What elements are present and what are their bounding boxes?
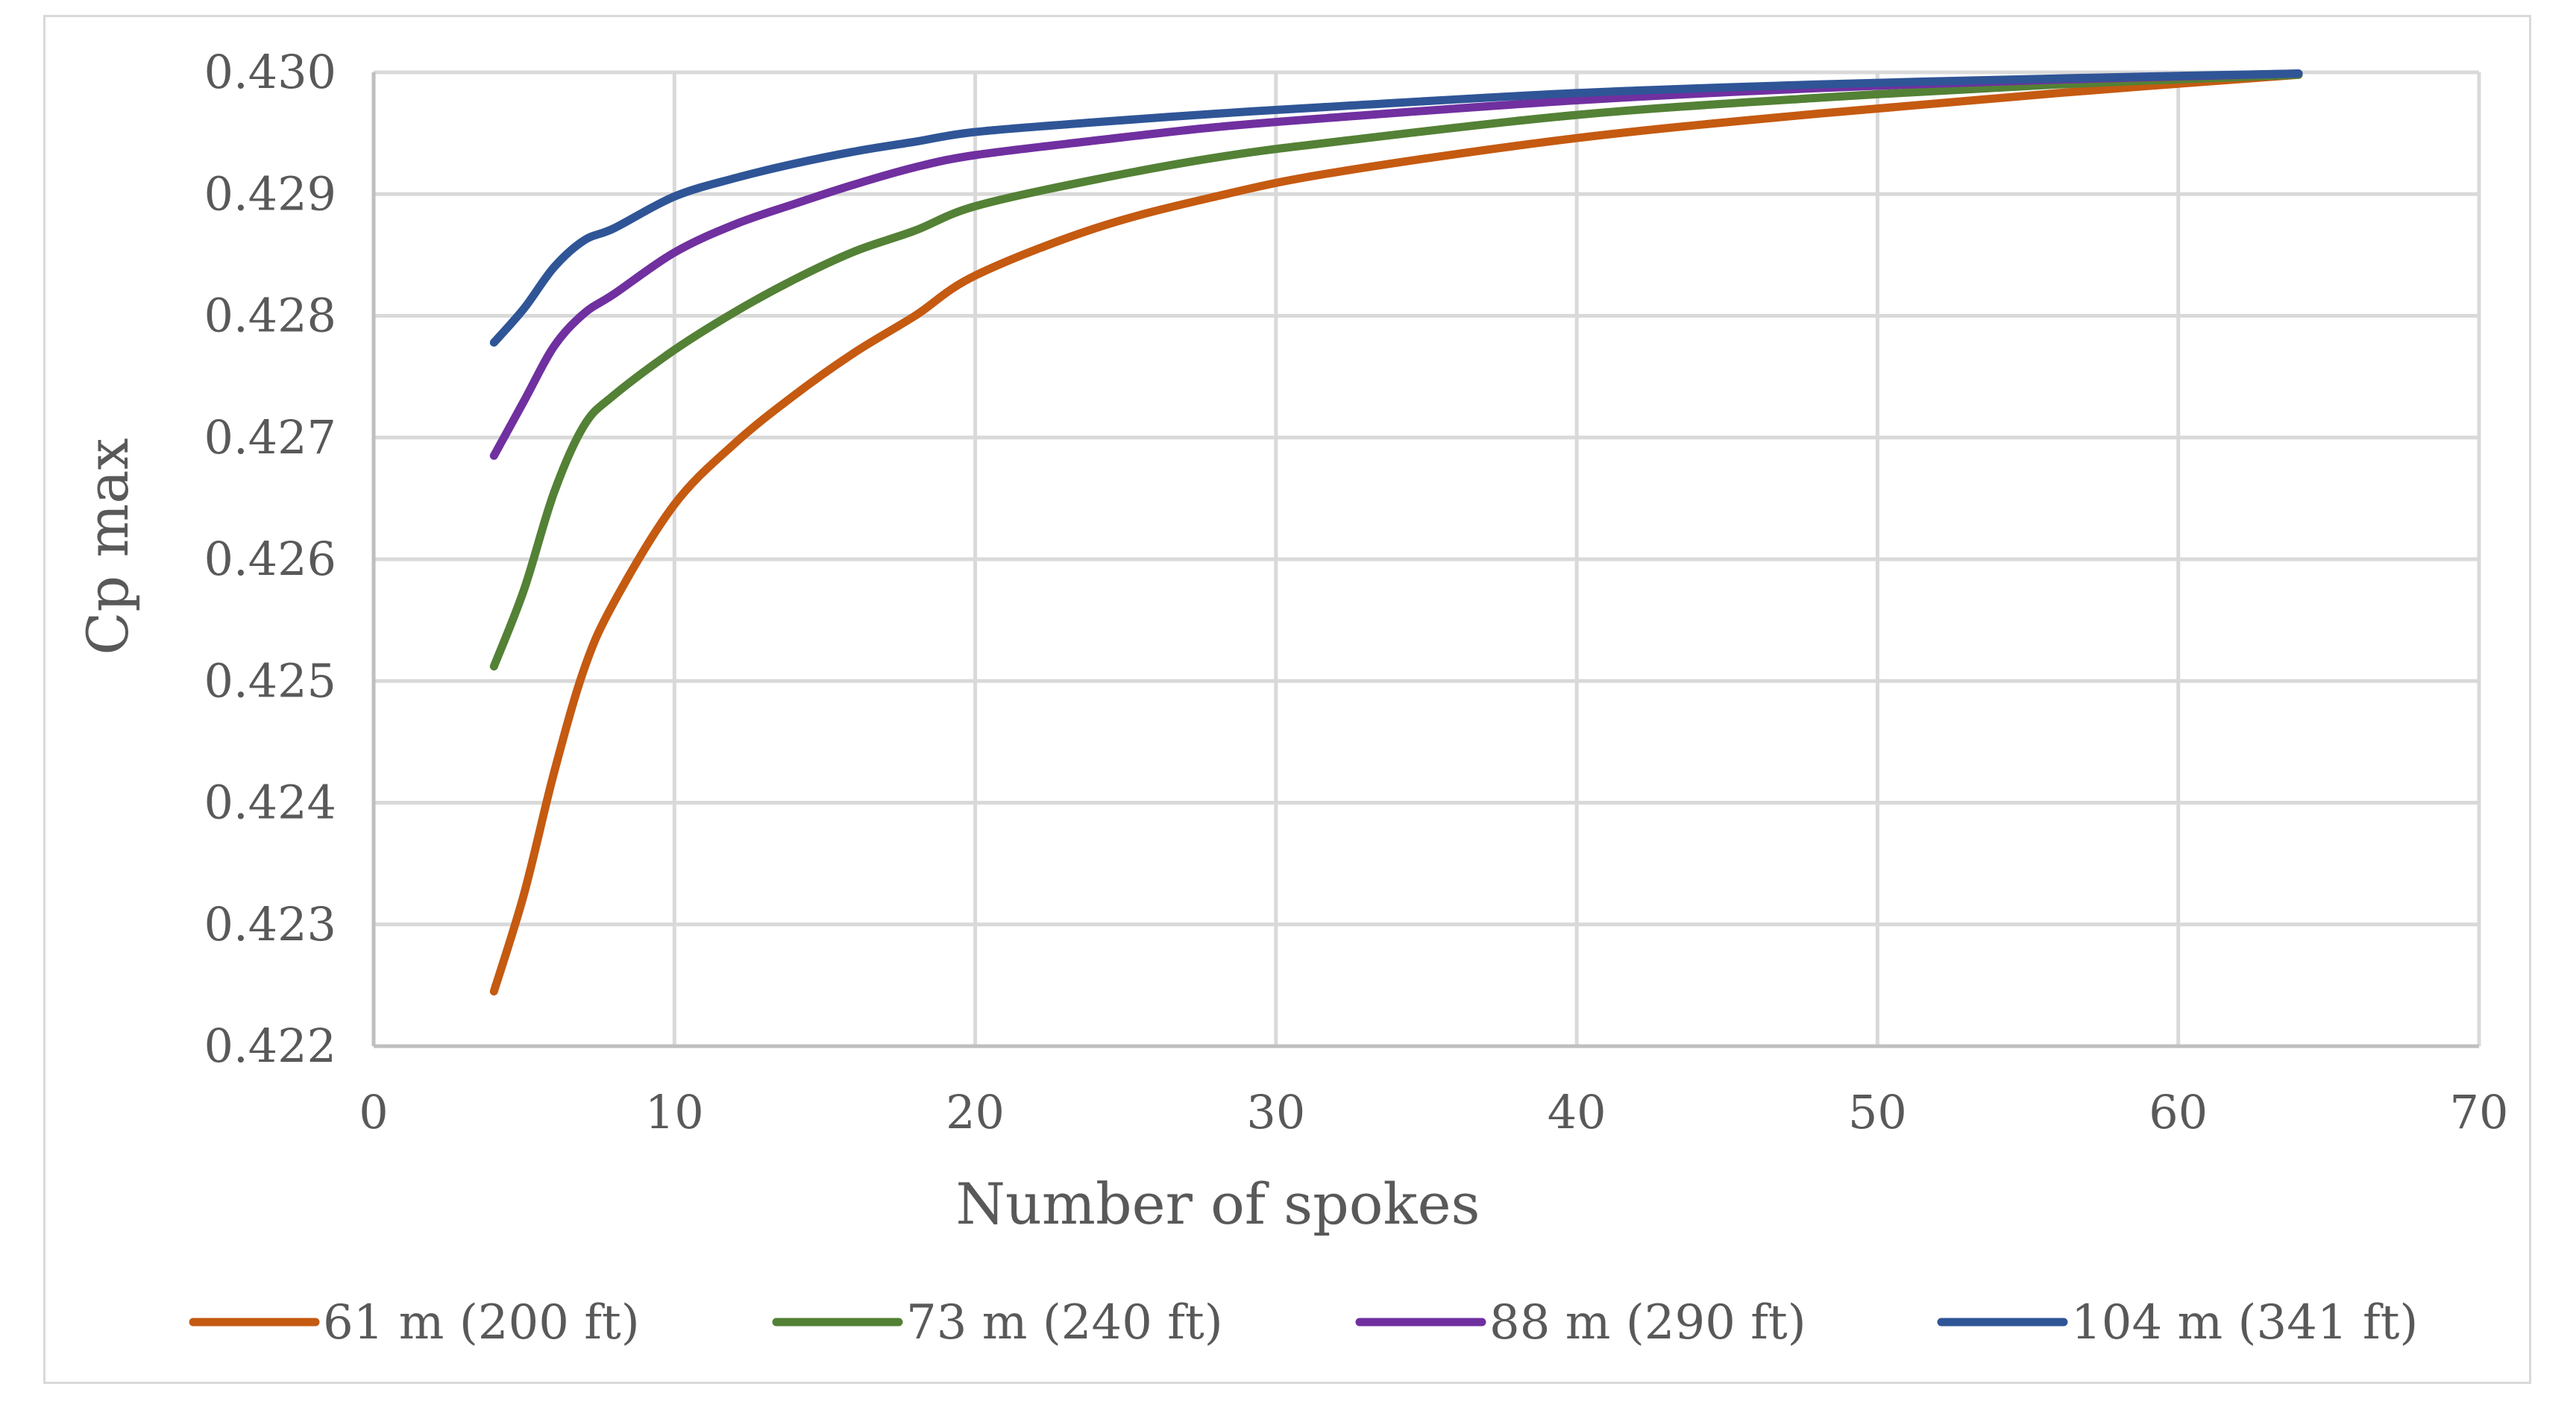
tick-labels: 0.422 0.423 0.424 0.425 0.426 0.427 0.428 0.429… [204,45,2509,1139]
legend: 61 m (200 ft) 73 m (240 ft) 88 m (290 ft) 1… [189,1295,2418,1350]
gridlines [374,70,2481,1046]
x-tick-label: 10 [645,1085,704,1139]
line-chart: 0.422 0.423 0.424 0.425 0.426 0.427 0.428 0.429… [75,45,2509,1350]
legend-label: 104 m (341 ft) [2071,1295,2418,1350]
axes [371,72,2479,1048]
series-line-2 [489,70,2303,671]
x-axis-title: Number of spokes [955,1171,1480,1237]
legend-label: 88 m (290 ft) [1489,1295,1806,1350]
x-tick-label: 20 [946,1085,1005,1139]
x-tick-label: 0 [359,1085,388,1139]
y-tick-label: 0.422 [204,1019,337,1073]
y-tick-label: 0.427 [204,410,337,465]
y-tick-label: 0.424 [204,775,337,830]
legend-label: 61 m (200 ft) [323,1295,640,1350]
y-tick-label: 0.425 [204,653,337,708]
series-line-1 [489,70,2303,995]
chart-frame: 0.422 0.423 0.424 0.425 0.426 0.427 0.428 0.429… [43,15,2531,1384]
series-line-4 [489,69,2303,347]
y-tick-label: 0.428 [204,289,337,343]
x-tick-label: 50 [1848,1085,1907,1139]
x-tick-label: 70 [2450,1085,2509,1139]
y-tick-label: 0.426 [204,532,337,586]
y-tick-label: 0.430 [204,45,337,99]
series-lines [489,69,2303,995]
x-tick-label: 60 [2149,1085,2208,1139]
x-tick-label: 30 [1246,1085,1305,1139]
y-tick-label: 0.423 [204,897,337,951]
legend-label: 73 m (240 ft) [906,1295,1223,1350]
y-tick-label: 0.429 [204,166,337,221]
y-axis-title: Cp max [75,438,141,655]
x-tick-label: 40 [1548,1085,1606,1139]
